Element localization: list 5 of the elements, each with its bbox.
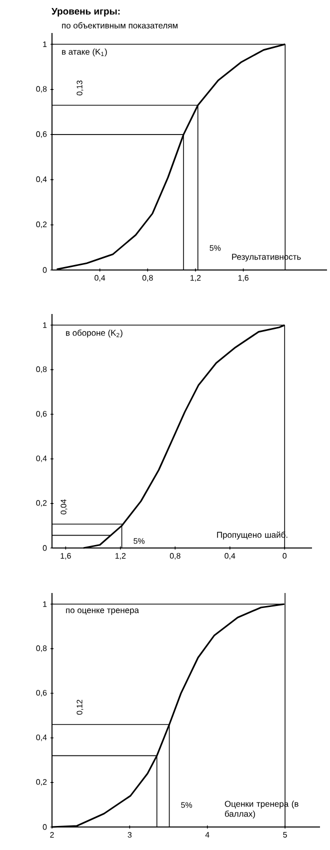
text: в обороне (K$_{2}$) [66,330,122,338]
y-axis-title: Уровень игры: [52,8,120,16]
chart-title: по объективным показателям [62,22,178,28]
text: по оценке тренера [66,608,139,615]
text: в атаке (K$_{1}$) [62,48,107,56]
